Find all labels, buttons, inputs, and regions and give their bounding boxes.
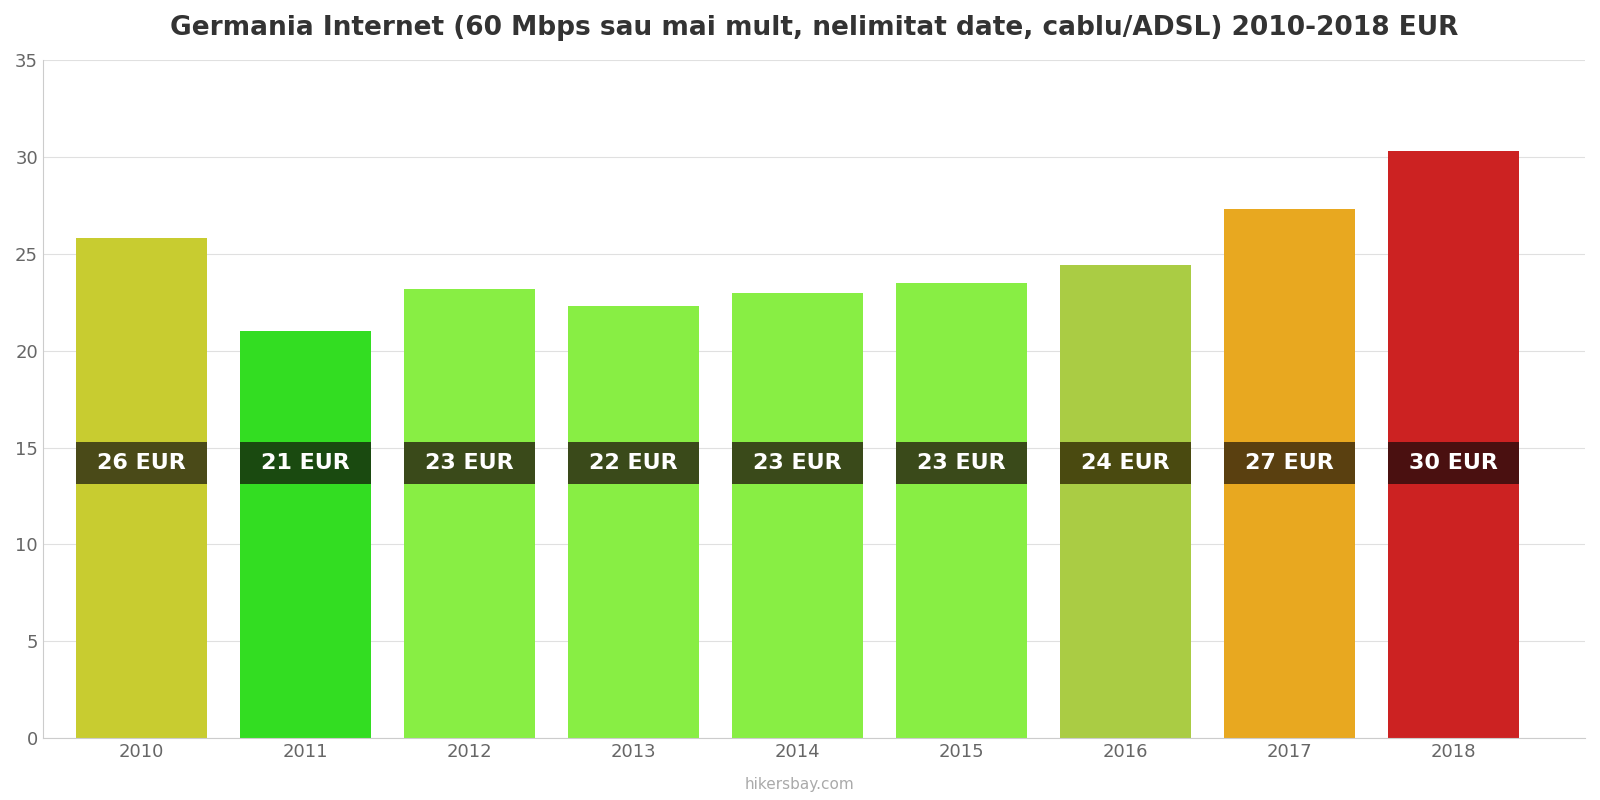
Bar [731, 293, 862, 738]
Text: 30 EUR: 30 EUR [1410, 453, 1498, 473]
Bar [1224, 209, 1355, 738]
Title: Germania Internet (60 Mbps sau mai mult, nelimitat date, cablu/ADSL) 2010-2018 E: Germania Internet (60 Mbps sau mai mult,… [170, 15, 1458, 41]
Text: 27 EUR: 27 EUR [1245, 453, 1334, 473]
Bar [568, 306, 699, 738]
Bar [1389, 442, 1520, 484]
Bar [1224, 442, 1355, 484]
Text: 22 EUR: 22 EUR [589, 453, 678, 473]
Bar [731, 442, 862, 484]
Bar [403, 289, 534, 738]
Bar [896, 442, 1027, 484]
Text: 21 EUR: 21 EUR [261, 453, 350, 473]
Bar [240, 442, 371, 484]
Bar [75, 442, 206, 484]
Bar [896, 283, 1027, 738]
Bar [1061, 442, 1192, 484]
Bar [403, 442, 534, 484]
Bar [240, 331, 371, 738]
Text: 24 EUR: 24 EUR [1082, 453, 1170, 473]
Text: 23 EUR: 23 EUR [917, 453, 1006, 473]
Bar [568, 442, 699, 484]
Bar [1061, 266, 1192, 738]
Text: 26 EUR: 26 EUR [98, 453, 186, 473]
Bar [75, 238, 206, 738]
Text: 23 EUR: 23 EUR [754, 453, 842, 473]
Text: hikersbay.com: hikersbay.com [746, 777, 854, 792]
Bar [1389, 151, 1520, 738]
Text: 23 EUR: 23 EUR [426, 453, 514, 473]
